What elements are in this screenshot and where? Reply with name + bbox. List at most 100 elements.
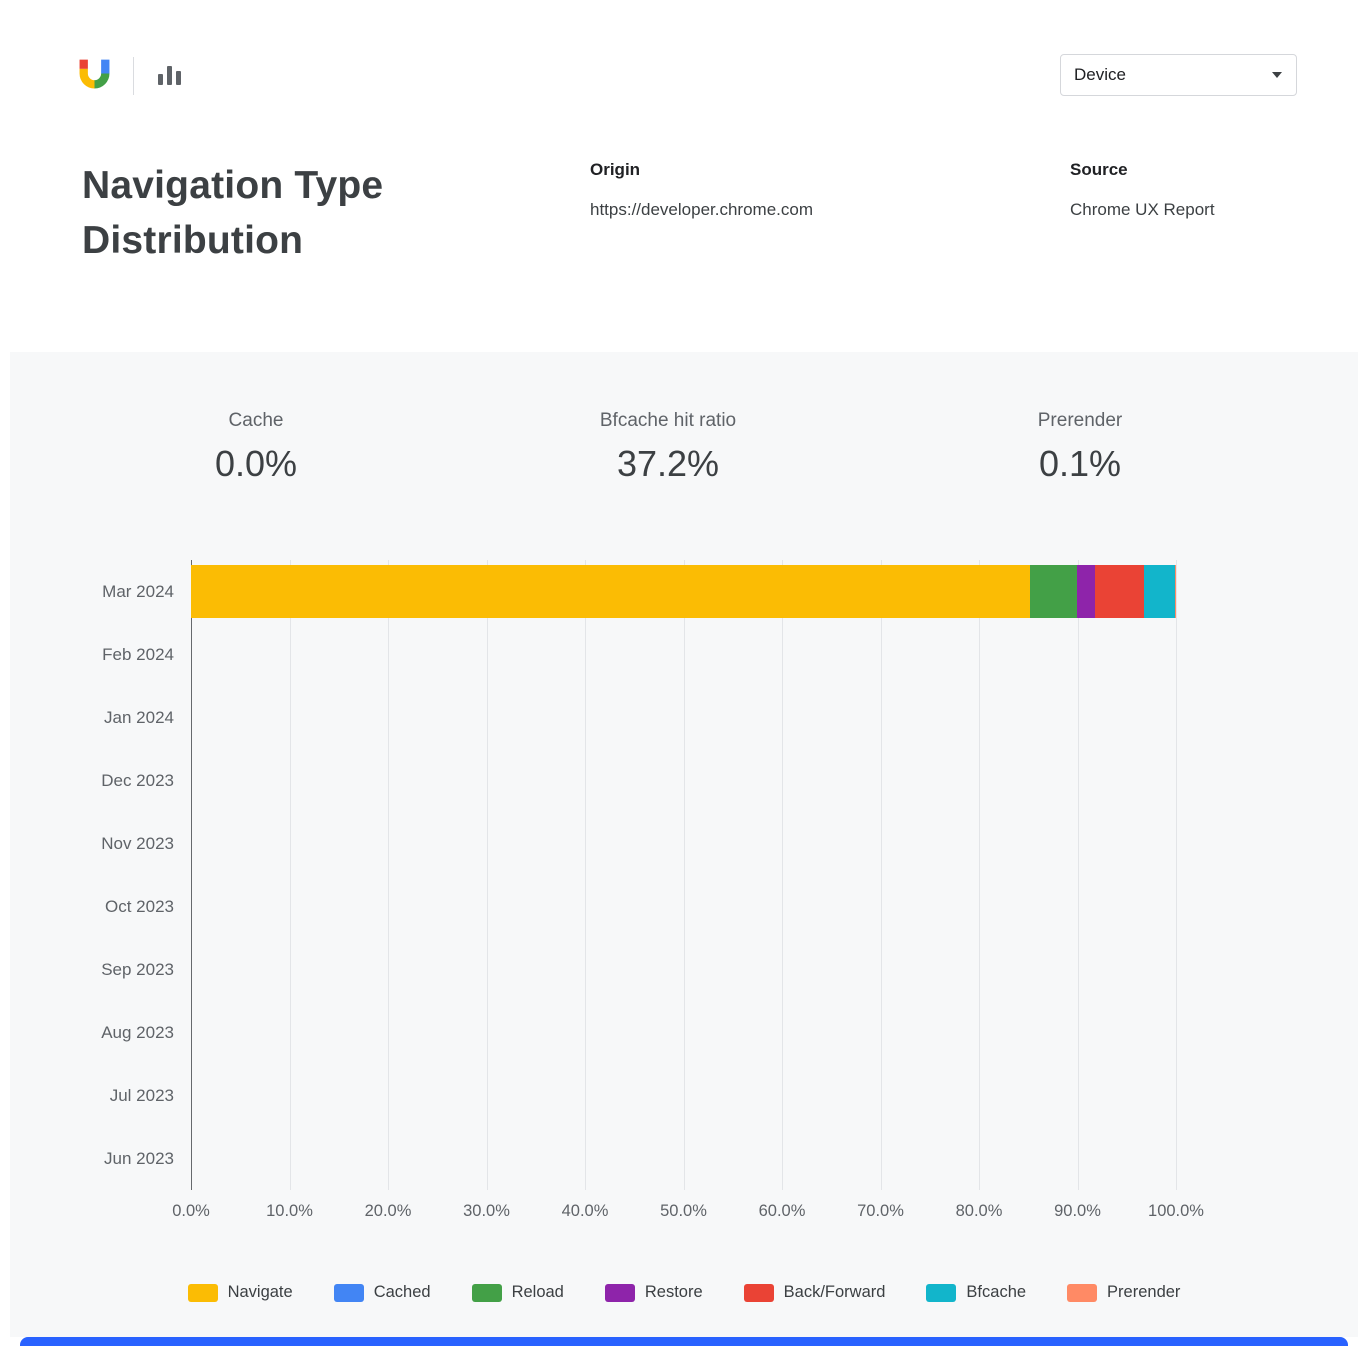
y-axis-label: Feb 2024	[102, 644, 174, 664]
y-axis-label: Sep 2023	[101, 959, 174, 979]
chart-row	[191, 749, 1176, 812]
x-axis-tick-label: 10.0%	[266, 1202, 313, 1220]
y-axis-line	[191, 560, 192, 1190]
legend-swatch	[743, 1283, 774, 1302]
y-axis-label: Dec 2023	[101, 770, 174, 790]
x-axis-tick-label: 60.0%	[758, 1202, 806, 1220]
gridline	[585, 560, 586, 1190]
x-axis: 0.0% 10.0% 20.0% 30.0% 40.0% 50.0% 60.0% 70.0% 8…	[172, 1202, 1204, 1224]
bar-segment-bfcache[interactable]	[1144, 565, 1175, 618]
legend-label: Cached	[373, 1283, 431, 1301]
x-axis-tick-label: 100.0%	[1148, 1202, 1204, 1220]
legend-swatch	[604, 1283, 635, 1302]
origin-value: https://developer.chrome.com	[590, 200, 814, 219]
chart-rows	[191, 560, 1176, 1190]
legend-label: Restore	[644, 1283, 703, 1301]
legend-item-bfcache: Bfcache	[926, 1283, 1026, 1302]
gridline	[979, 560, 980, 1190]
origin-label: Origin	[590, 160, 641, 179]
header-brand	[76, 55, 184, 97]
source-value: Chrome UX Report	[1070, 200, 1215, 219]
stat-cache-label: Cache	[228, 410, 284, 431]
x-axis-tick-label: 40.0%	[561, 1202, 609, 1220]
x-axis-tick-label: 0.0%	[172, 1202, 210, 1220]
chart-row	[191, 1064, 1176, 1127]
legend-label: Back/Forward	[783, 1283, 886, 1301]
legend-swatch	[187, 1283, 218, 1302]
x-axis-tick-label: 70.0%	[857, 1202, 904, 1220]
y-axis-label: Jun 2023	[104, 1148, 174, 1168]
source-block: Source Chrome UX Report	[1070, 160, 1215, 220]
source-label: Source	[1070, 160, 1128, 179]
chart-row	[191, 560, 1176, 623]
legend-swatch	[333, 1283, 364, 1302]
gridline	[1077, 560, 1079, 1190]
legend-item-prerender: Prerender	[1067, 1283, 1180, 1302]
y-axis-labels: Mar 2024 Feb 2024 Jan 2024 Dec 2023 Nov 2023…	[10, 560, 191, 1190]
chart-row	[191, 812, 1176, 875]
chevron-down-icon	[1272, 72, 1282, 78]
y-axis-label: Mar 2024	[102, 581, 174, 601]
y-axis-label: Aug 2023	[101, 1022, 174, 1042]
legend-item-navigate: Navigate	[187, 1283, 293, 1302]
device-filter-dropdown[interactable]: Device	[1060, 54, 1297, 96]
page-title: Navigation Type Distribution	[82, 164, 384, 262]
x-axis-tick-label: 30.0%	[463, 1202, 510, 1220]
y-axis-label: Oct 2023	[105, 896, 174, 916]
gridline	[1176, 560, 1177, 1190]
legend-swatch	[1067, 1283, 1098, 1302]
legend-item-cached: Cached	[333, 1283, 431, 1302]
bar-segment-navigate[interactable]	[191, 565, 1031, 618]
legend-label: Navigate	[227, 1283, 293, 1301]
stat-prerender-value: 0.1%	[1038, 443, 1122, 484]
next-panel-strip	[20, 1337, 1348, 1346]
chart-row	[191, 1001, 1176, 1064]
legend-label: Reload	[511, 1283, 564, 1301]
stat-cache-value: 0.0%	[214, 443, 298, 484]
stat-prerender-label: Prerender	[1037, 410, 1123, 431]
x-axis-tick-label: 50.0%	[660, 1202, 707, 1220]
legend-label: Bfcache	[966, 1283, 1027, 1301]
stat-bfcache-hit-ratio: Bfcache hit ratio 37.2%	[498, 410, 838, 485]
y-axis-label: Jan 2024	[104, 707, 174, 727]
legend-item-restore: Restore	[604, 1283, 703, 1302]
stacked-bar-chart: Mar 2024 Feb 2024 Jan 2024 Dec 2023 Nov 2023…	[10, 560, 1177, 1190]
chart-row	[191, 1127, 1176, 1190]
chart-legend: Navigate Cached Reload Restore Back/Forward B…	[10, 1283, 1358, 1302]
chart-row	[191, 623, 1176, 686]
origin-block: Origin https://developer.chrome.com	[590, 160, 813, 220]
gridline	[388, 560, 389, 1190]
chart-panel: Cache 0.0% Bfcache hit ratio 37.2% Prere…	[10, 352, 1358, 1337]
gridline	[289, 560, 291, 1190]
bar-segment-back-forward[interactable]	[1095, 565, 1145, 618]
bar-chart-icon	[154, 59, 184, 94]
bar-segment-reload[interactable]	[1030, 565, 1078, 618]
stat-cache: Cache 0.0%	[86, 410, 426, 485]
legend-label: Prerender	[1107, 1283, 1181, 1301]
device-filter-label: Device	[1074, 65, 1126, 84]
x-axis-tick-label: 80.0%	[955, 1202, 1003, 1220]
stat-bfcache-value: 37.2%	[616, 443, 720, 484]
crux-logo-icon	[76, 55, 113, 97]
x-axis-tick-label: 20.0%	[364, 1202, 412, 1220]
gridline	[683, 560, 685, 1190]
header-divider	[133, 57, 134, 95]
y-axis-label: Nov 2023	[101, 833, 174, 853]
stat-prerender: Prerender 0.1%	[910, 410, 1250, 485]
chart-row	[191, 875, 1176, 938]
bar-segment-restore[interactable]	[1077, 565, 1096, 618]
legend-swatch	[471, 1283, 502, 1302]
gridline	[880, 560, 882, 1190]
stat-bfcache-label: Bfcache hit ratio	[599, 410, 737, 431]
legend-item-back-forward: Back/Forward	[743, 1283, 886, 1302]
chart-row	[191, 938, 1176, 1001]
chart-plot-area	[191, 560, 1177, 1190]
gridline	[486, 560, 488, 1190]
bar-segment-prerender[interactable]	[1174, 565, 1176, 618]
chart-row	[191, 686, 1176, 749]
gridline	[782, 560, 783, 1190]
legend-item-reload: Reload	[471, 1283, 564, 1302]
x-axis-tick-label: 90.0%	[1054, 1202, 1101, 1220]
legend-swatch	[926, 1283, 957, 1302]
